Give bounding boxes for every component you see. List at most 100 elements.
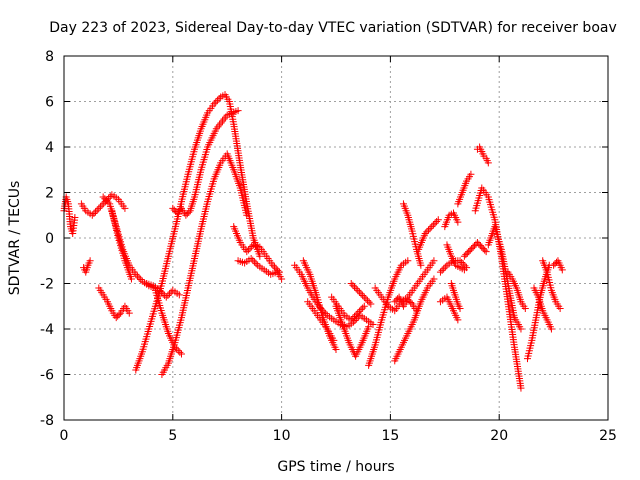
series-sat-p xyxy=(304,298,338,344)
series-sat-f xyxy=(108,207,135,283)
data-point xyxy=(466,246,474,254)
data-point xyxy=(176,348,184,356)
data-point xyxy=(404,295,412,303)
data-point xyxy=(517,384,525,392)
series-sat-k xyxy=(169,107,242,219)
series-sat-g xyxy=(132,91,264,374)
data-point xyxy=(430,275,438,283)
data-point xyxy=(428,223,436,231)
data-point xyxy=(469,243,477,251)
data-point xyxy=(463,249,471,257)
data-point xyxy=(360,293,368,301)
data-point xyxy=(460,266,468,274)
data-point xyxy=(173,345,181,353)
data-point xyxy=(102,196,110,204)
series-sat-ai xyxy=(484,223,525,333)
data-point xyxy=(93,206,101,214)
series-sat-r xyxy=(332,302,373,360)
series-sat-l xyxy=(230,223,283,276)
y-tick-label: 4 xyxy=(45,140,54,156)
series-sat-e xyxy=(99,193,159,292)
series-sat-t xyxy=(365,257,412,369)
series-sat-x xyxy=(399,200,425,269)
series-sat-d xyxy=(95,284,133,322)
series-sat-aa xyxy=(436,293,462,324)
data-point xyxy=(164,291,172,299)
data-point xyxy=(558,266,566,274)
data-point xyxy=(405,297,413,305)
data-point xyxy=(99,193,107,201)
data-point xyxy=(456,257,464,265)
data-point xyxy=(243,248,251,256)
data-point xyxy=(352,285,360,293)
data-point xyxy=(468,245,476,253)
data-point xyxy=(278,275,286,283)
data-point xyxy=(92,208,100,216)
data-point xyxy=(465,248,473,256)
data-point xyxy=(482,248,490,256)
data-point xyxy=(347,280,355,287)
data-point xyxy=(127,275,135,283)
data-point xyxy=(133,272,141,280)
data-point xyxy=(101,195,109,203)
series-sat-am xyxy=(539,257,564,313)
data-point xyxy=(215,95,223,103)
x-tick-label: 20 xyxy=(490,428,508,444)
data-point xyxy=(166,290,174,298)
data-point xyxy=(473,239,481,247)
x-tick-label: 10 xyxy=(273,428,291,444)
data-point xyxy=(88,211,96,219)
data-point xyxy=(349,314,357,322)
y-axis-label: SDTVAR / TECUs xyxy=(7,181,23,296)
data-point xyxy=(359,304,367,312)
data-point xyxy=(421,229,429,237)
data-point xyxy=(467,170,475,178)
data-point xyxy=(369,320,377,328)
data-point xyxy=(454,218,462,226)
data-point xyxy=(249,256,257,264)
data-point xyxy=(271,263,279,271)
data-point xyxy=(137,276,145,284)
series-sat-i xyxy=(158,150,251,378)
series-sat-y xyxy=(415,216,442,253)
data-point xyxy=(162,293,170,301)
y-tick-label: -4 xyxy=(40,322,54,338)
data-point xyxy=(426,224,434,232)
data-point xyxy=(86,257,94,265)
y-tick-label: 8 xyxy=(45,49,54,65)
data-point xyxy=(174,347,182,355)
data-point xyxy=(547,325,555,333)
data-point xyxy=(234,107,242,115)
data-point xyxy=(157,288,165,296)
data-point xyxy=(478,243,486,251)
data-point xyxy=(175,207,183,215)
series-sat-m xyxy=(234,254,286,283)
data-point xyxy=(413,307,421,315)
data-point xyxy=(354,309,362,317)
data-point xyxy=(360,302,368,310)
y-tick-label: -6 xyxy=(40,368,54,384)
data-point xyxy=(244,246,252,254)
data-point xyxy=(71,214,79,222)
data-point xyxy=(456,305,464,313)
data-point xyxy=(359,291,367,299)
data-point xyxy=(521,305,529,313)
data-point xyxy=(176,206,184,214)
data-point xyxy=(250,258,258,266)
data-point xyxy=(269,261,277,269)
data-point xyxy=(517,325,525,333)
x-tick-label: 25 xyxy=(599,428,617,444)
series-sat-ab xyxy=(441,209,462,231)
data-point xyxy=(135,274,143,282)
series-sat-a xyxy=(60,193,79,237)
data-point xyxy=(121,204,129,212)
series-sat-ad xyxy=(447,280,464,313)
data-point xyxy=(182,211,190,219)
grid-lines xyxy=(64,56,608,420)
x-tick-label: 0 xyxy=(60,428,69,444)
data-point xyxy=(430,257,438,265)
y-tick-label: -2 xyxy=(40,277,54,293)
data-point xyxy=(475,240,483,248)
data-point xyxy=(434,216,442,224)
series-sat-c xyxy=(80,257,94,276)
